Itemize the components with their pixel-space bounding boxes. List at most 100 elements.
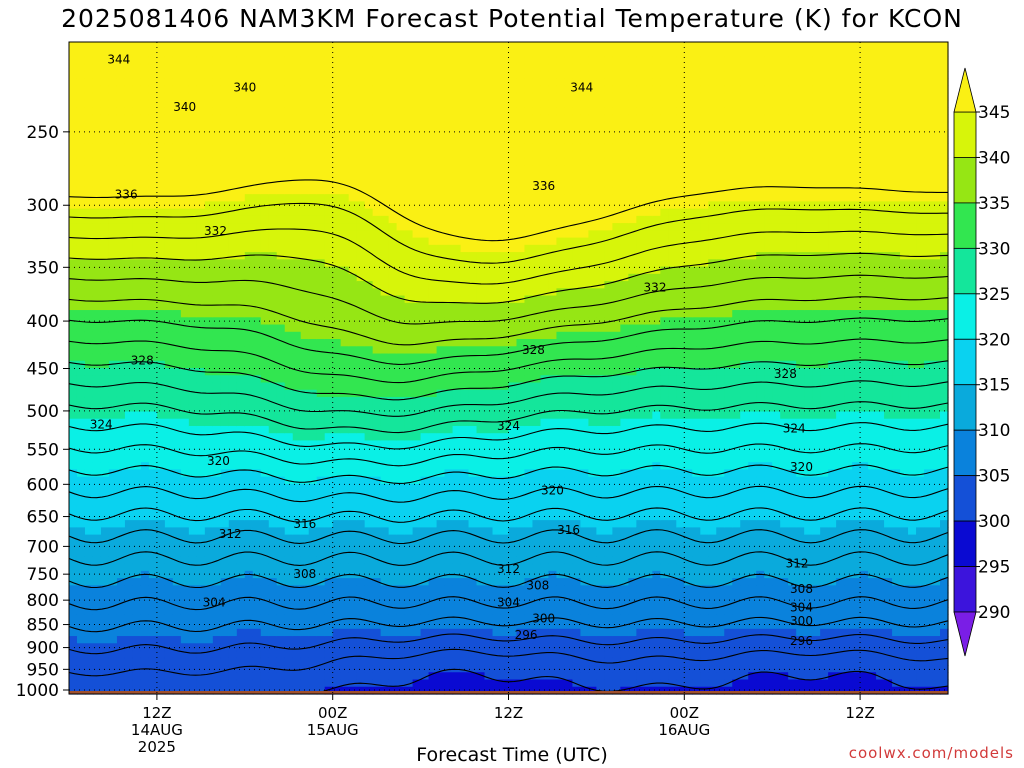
theta-cell [236,454,246,463]
theta-cell [484,143,494,152]
theta-cell [124,302,134,311]
theta-cell [396,665,406,673]
theta-cell [428,396,438,405]
theta-cell [476,527,486,536]
theta-cell [220,585,230,594]
theta-cell [508,56,518,65]
theta-cell [404,454,414,463]
theta-cell [100,491,110,499]
theta-cell [172,375,182,384]
theta-cell [340,650,350,659]
theta-cell [156,215,166,224]
theta-cell [412,469,422,478]
theta-cell [460,476,470,485]
theta-cell [420,172,430,181]
theta-cell [92,121,102,130]
theta-cell [292,636,302,644]
theta-cell [324,63,334,72]
theta-cell [428,317,438,326]
theta-cell [204,556,214,565]
theta-cell [508,288,518,297]
theta-cell [108,505,118,514]
theta-cell [220,679,230,688]
theta-cell [84,114,94,123]
theta-cell [468,49,478,58]
theta-cell [492,404,502,413]
theta-cell [348,628,358,637]
theta-cell [332,186,342,195]
theta-cell [404,143,414,152]
theta-cell [436,346,446,355]
theta-cell [284,281,294,289]
theta-cell [132,556,142,565]
theta-cell [412,614,422,623]
theta-cell [188,375,198,384]
theta-cell [196,107,206,116]
theta-cell [84,295,94,304]
theta-cell [420,230,430,239]
theta-cell [404,288,414,297]
theta-cell [92,491,102,499]
theta-cell [92,208,102,217]
theta-cell [284,70,294,79]
theta-cell [220,628,230,637]
theta-cell [428,281,438,289]
theta-cell [220,281,230,289]
theta-cell [452,310,462,318]
theta-cell [500,433,510,442]
theta-cell [500,107,510,116]
theta-cell [228,230,238,239]
theta-cell [140,150,150,159]
theta-cell [308,541,318,550]
theta-cell [340,172,350,181]
theta-cell [492,368,502,376]
theta-cell [468,107,478,116]
theta-cell [196,454,206,463]
theta-cell [228,607,238,615]
theta-cell [396,215,406,224]
theta-cell [236,621,246,630]
theta-cell [140,194,150,202]
theta-cell [100,194,110,202]
theta-cell [100,592,110,601]
theta-cell [69,259,78,268]
theta-cell [404,244,414,253]
theta-cell [124,128,134,137]
theta-cell [188,179,198,188]
theta-cell [92,259,102,268]
theta-cell [140,425,150,434]
theta-cell [484,295,494,304]
theta-cell [220,179,230,188]
theta-cell [252,425,262,434]
theta-cell [172,657,182,666]
theta-cell [436,136,446,145]
theta-cell [340,556,350,565]
theta-cell [404,150,414,159]
theta-cell [428,650,438,659]
theta-cell [196,331,206,340]
theta-cell [268,498,278,507]
theta-cell [348,85,358,94]
theta-cell [276,208,286,217]
theta-cell [316,672,326,681]
theta-cell [388,339,398,347]
theta-cell [412,56,422,65]
theta-cell [492,396,502,405]
theta-cell [228,570,238,579]
theta-cell [140,433,150,442]
theta-cell [84,396,94,405]
theta-cell [140,360,150,369]
theta-cell [460,505,470,514]
theta-cell [484,462,494,471]
theta-cell [436,324,446,333]
theta-cell [348,165,358,173]
theta-cell [404,404,414,413]
theta-cell [332,266,342,275]
theta-cell [476,534,486,543]
theta-cell [316,63,326,72]
theta-cell [268,534,278,543]
theta-cell [364,281,374,289]
theta-cell [348,592,358,601]
theta-cell [220,360,230,369]
